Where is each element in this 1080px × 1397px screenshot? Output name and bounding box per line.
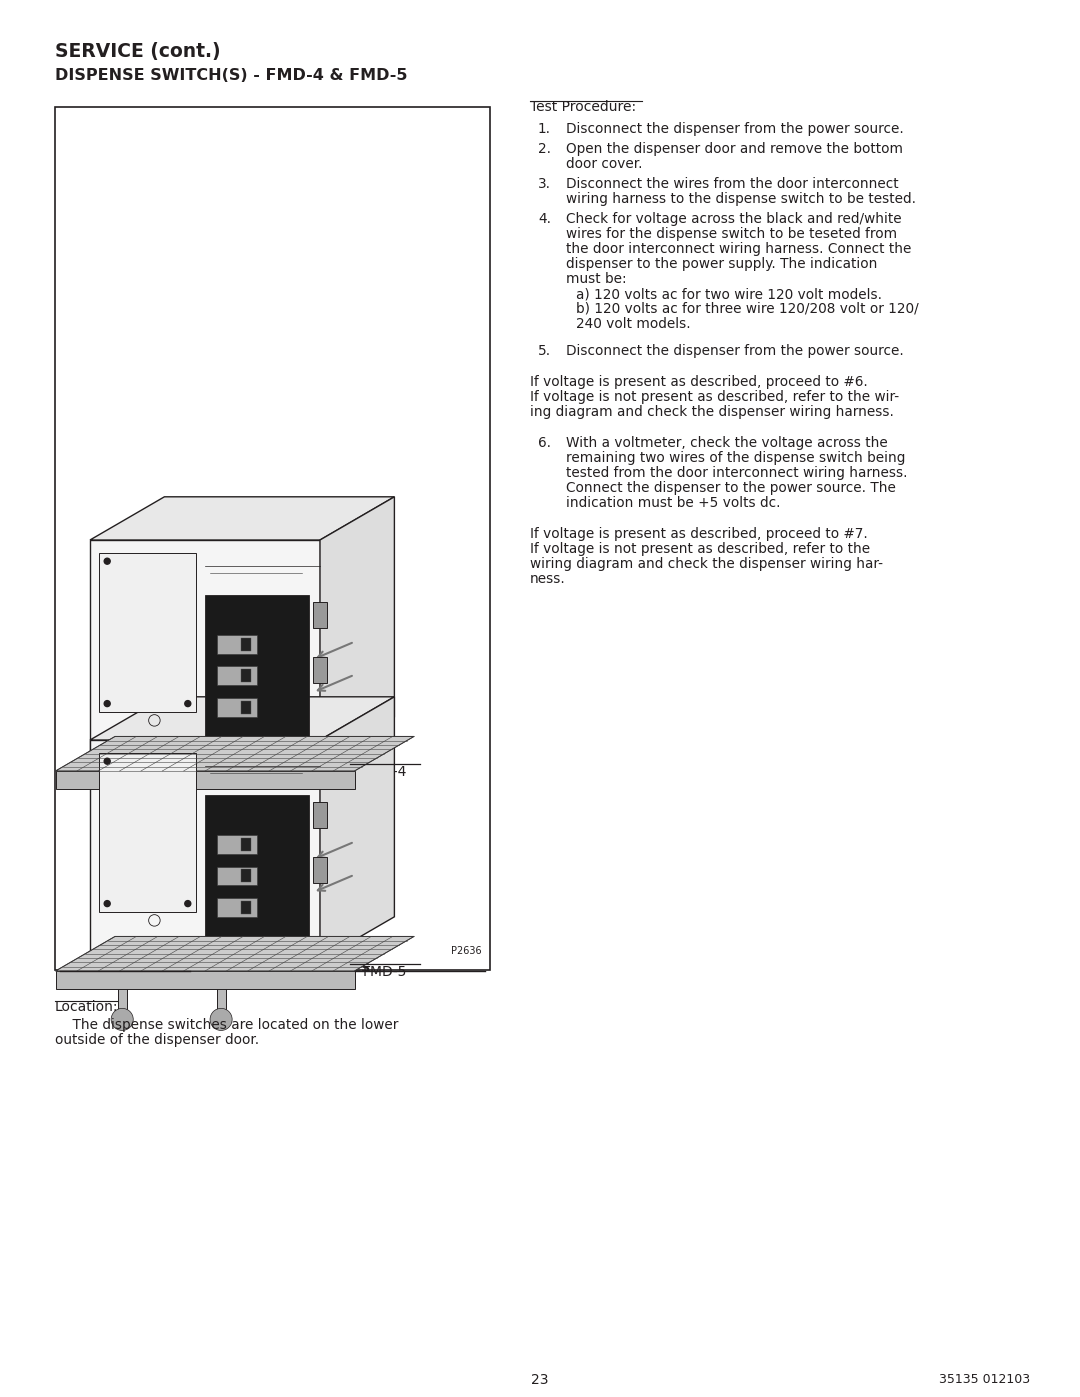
Text: the door interconnect wiring harness. Connect the: the door interconnect wiring harness. Co… (566, 242, 912, 256)
Circle shape (185, 901, 191, 907)
Text: 240 volt models.: 240 volt models. (576, 317, 690, 331)
Polygon shape (313, 856, 327, 883)
Polygon shape (241, 701, 251, 714)
Polygon shape (90, 541, 320, 760)
Text: If voltage is not present as described, refer to the wir-: If voltage is not present as described, … (530, 390, 900, 404)
Polygon shape (216, 760, 226, 820)
Text: ing diagram and check the dispenser wiring harness.: ing diagram and check the dispenser wiri… (530, 405, 894, 419)
Text: indication must be +5 volts dc.: indication must be +5 volts dc. (566, 496, 781, 510)
Text: 3.: 3. (538, 177, 551, 191)
Polygon shape (217, 835, 257, 854)
Text: Check for voltage across the black and red/white: Check for voltage across the black and r… (566, 212, 902, 226)
Polygon shape (118, 960, 126, 1020)
Polygon shape (241, 669, 251, 682)
Polygon shape (217, 866, 257, 886)
Text: P2636: P2636 (451, 946, 482, 956)
Circle shape (185, 701, 191, 707)
Text: FMD-5: FMD-5 (363, 965, 407, 979)
Polygon shape (313, 802, 327, 828)
Circle shape (111, 1009, 133, 1031)
Polygon shape (241, 838, 251, 851)
Text: wires for the dispense switch to be teseted from: wires for the dispense switch to be tese… (566, 226, 897, 242)
Text: a) 120 volts ac for two wire 120 volt models.: a) 120 volts ac for two wire 120 volt mo… (576, 286, 882, 300)
Text: wiring diagram and check the dispenser wiring har-: wiring diagram and check the dispenser w… (530, 557, 883, 571)
Circle shape (111, 809, 133, 830)
Text: With a voltmeter, check the voltage across the: With a voltmeter, check the voltage acro… (566, 436, 888, 450)
Polygon shape (216, 960, 226, 1020)
Polygon shape (217, 636, 257, 654)
Polygon shape (217, 898, 257, 916)
Polygon shape (99, 553, 195, 711)
Circle shape (104, 759, 110, 764)
Text: Connect the dispenser to the power source. The: Connect the dispenser to the power sourc… (566, 481, 896, 495)
Text: outside of the dispenser door.: outside of the dispenser door. (55, 1032, 259, 1046)
Text: Open the dispenser door and remove the bottom: Open the dispenser door and remove the b… (566, 142, 903, 156)
Text: DISPENSE SWITCH(S) - FMD-4 & FMD-5: DISPENSE SWITCH(S) - FMD-4 & FMD-5 (55, 68, 407, 82)
Polygon shape (55, 771, 354, 788)
Polygon shape (90, 740, 320, 960)
Text: If voltage is present as described, proceed to #6.: If voltage is present as described, proc… (530, 374, 867, 388)
Text: 1.: 1. (538, 122, 551, 136)
Circle shape (104, 701, 110, 707)
Text: 6.: 6. (538, 436, 551, 450)
Text: If voltage is not present as described, refer to the: If voltage is not present as described, … (530, 542, 870, 556)
Circle shape (104, 559, 110, 564)
Text: 5.: 5. (538, 344, 551, 358)
Text: dispenser to the power supply. The indication: dispenser to the power supply. The indic… (566, 257, 877, 271)
Text: wiring harness to the dispense switch to be tested.: wiring harness to the dispense switch to… (566, 191, 916, 205)
Text: remaining two wires of the dispense switch being: remaining two wires of the dispense swit… (566, 451, 905, 465)
Text: FMD-4: FMD-4 (363, 766, 407, 780)
Polygon shape (55, 971, 354, 989)
Text: The dispense switches are located on the lower: The dispense switches are located on the… (55, 1018, 399, 1032)
Polygon shape (241, 869, 251, 883)
Text: door cover.: door cover. (566, 156, 643, 170)
Text: 4.: 4. (538, 212, 551, 226)
Circle shape (210, 809, 232, 830)
Polygon shape (90, 697, 394, 740)
Polygon shape (118, 760, 126, 820)
Polygon shape (241, 901, 251, 914)
Text: Location:: Location: (55, 1000, 119, 1014)
Text: Disconnect the wires from the door interconnect: Disconnect the wires from the door inter… (566, 177, 899, 191)
Text: 35135 012103: 35135 012103 (939, 1373, 1030, 1386)
Polygon shape (320, 497, 394, 760)
Polygon shape (99, 753, 195, 912)
Text: Disconnect the dispenser from the power source.: Disconnect the dispenser from the power … (566, 122, 904, 136)
Text: ness.: ness. (530, 571, 566, 585)
Polygon shape (55, 736, 414, 771)
Text: tested from the door interconnect wiring harness.: tested from the door interconnect wiring… (566, 467, 907, 481)
Text: If voltage is present as described, proceed to #7.: If voltage is present as described, proc… (530, 527, 867, 541)
Text: 23: 23 (531, 1373, 549, 1387)
Polygon shape (241, 638, 251, 651)
Polygon shape (55, 936, 414, 971)
Text: SERVICE (cont.): SERVICE (cont.) (55, 42, 220, 61)
Polygon shape (205, 795, 309, 937)
Polygon shape (217, 698, 257, 717)
Circle shape (210, 1009, 232, 1031)
Circle shape (104, 901, 110, 907)
Polygon shape (313, 657, 327, 683)
Polygon shape (217, 666, 257, 685)
FancyBboxPatch shape (55, 108, 490, 970)
Polygon shape (320, 697, 394, 960)
Text: must be:: must be: (566, 272, 626, 286)
Text: Test Procedure:: Test Procedure: (530, 101, 636, 115)
Text: Disconnect the dispenser from the power source.: Disconnect the dispenser from the power … (566, 344, 904, 358)
Polygon shape (205, 595, 309, 738)
Polygon shape (313, 602, 327, 629)
Text: b) 120 volts ac for three wire 120/208 volt or 120/: b) 120 volts ac for three wire 120/208 v… (576, 302, 919, 316)
Text: 2.: 2. (538, 142, 551, 156)
Polygon shape (90, 497, 394, 541)
Text: FIG.13 DISPENSE SWITCHES: FIG.13 DISPENSE SWITCHES (174, 963, 370, 975)
